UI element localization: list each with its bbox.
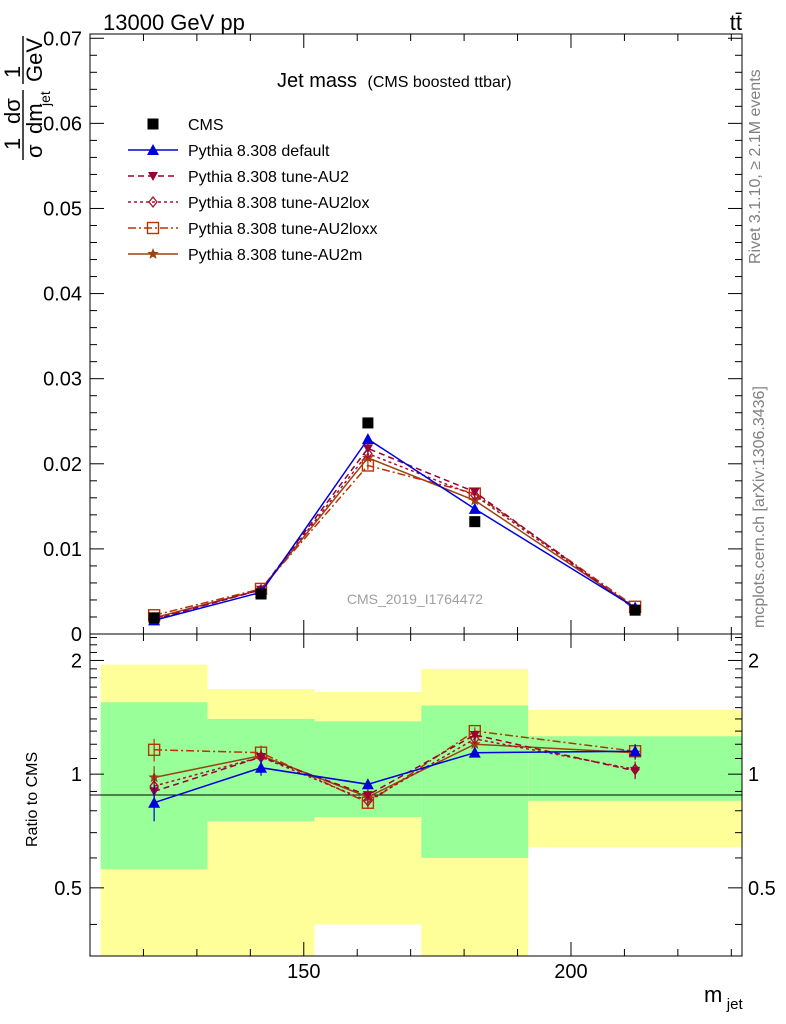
ratio-point-default — [468, 746, 481, 758]
ylabel-dm: dm — [22, 103, 47, 134]
ratio-line-au2lox — [153, 738, 636, 802]
data-point-au2 — [362, 444, 373, 454]
ratio-ytick-label-right: 2 — [748, 650, 759, 672]
legend-label-au2: Pythia 8.308 tune-AU2 — [188, 169, 349, 186]
legend-item-pythia-8-308-tune-au2lox: Pythia 8.308 tune-AU2lox — [128, 195, 369, 212]
main-ytick-label: 0.04 — [43, 284, 82, 306]
legend-label-au2m: Pythia 8.308 tune-AU2m — [188, 247, 362, 264]
ratio-ytick-label-right: 1 — [748, 764, 759, 786]
legend-item-pythia-8-308-tune-au2: Pythia 8.308 tune-AU2 — [128, 169, 349, 186]
ratio-bands — [100, 664, 742, 956]
data-point-au2loxx — [361, 459, 375, 472]
ratio-point-default — [629, 745, 642, 757]
legend-marker-au2 — [148, 172, 158, 181]
main-ytick-label: 0.01 — [43, 539, 82, 561]
ratio-ytick-label-left: 2 — [71, 650, 82, 672]
ylabel-one: 1 — [0, 138, 25, 150]
data-point-au2lox — [469, 489, 480, 502]
main-ytick-label: 0.06 — [43, 113, 82, 135]
legend: CMS Pythia 8.308 default Pythia 8.308 tune… — [128, 117, 377, 264]
ratio-ytick-label-left: 1 — [71, 764, 82, 786]
legend-marker-au2loxx — [146, 221, 160, 235]
ratio-series — [147, 724, 642, 822]
main-ytick-label: 0.02 — [43, 454, 82, 476]
chart-title: Jet mass (CMS boosted ttbar) — [277, 70, 512, 92]
ratio-xtick-label: 200 — [554, 961, 587, 983]
ylabel-dm-sub: jet — [37, 91, 53, 107]
x-axis-label: m jet — [704, 982, 743, 1013]
ylabel-one-b: 1 — [0, 66, 25, 78]
data-point-cms — [255, 588, 267, 600]
rivet-label: Rivet 3.1.10, ≥ 2.1M events — [747, 69, 764, 264]
series-line-au2 — [153, 447, 636, 621]
legend-marker-au2m — [147, 248, 159, 259]
legend-marker-default — [147, 144, 159, 155]
ylabel-dsigma: dσ — [0, 98, 25, 124]
ratio-point-default — [148, 796, 161, 808]
ratio-ytick-label-right: 0.5 — [748, 878, 776, 900]
data-point-cms — [629, 604, 641, 616]
ratio-point-default — [361, 778, 374, 790]
main-y-axis-label: 1 σ dσ dm jet 1 GeV — [0, 36, 53, 160]
x-axis-label-main: m — [704, 982, 722, 1007]
legend-label-au2loxx: Pythia 8.308 tune-AU2loxx — [188, 221, 377, 238]
legend-label-au2lox: Pythia 8.308 tune-AU2lox — [188, 195, 369, 212]
main-plot: 0 0.01 0.02 0.03 0.04 0.05 0.06 0.07 — [43, 28, 743, 646]
data-point-cms — [469, 516, 481, 528]
legend-label-cms: CMS — [188, 117, 224, 134]
ratio-point-au2 — [256, 753, 267, 763]
ratio-point-au2 — [469, 730, 480, 740]
main-ytick-label: 0.03 — [43, 369, 82, 391]
legend-item-pythia-8-308-tune-au2m: Pythia 8.308 tune-AU2m — [128, 247, 362, 264]
main-ytick-label: 0.05 — [43, 198, 82, 220]
ylabel-gev: GeV — [22, 38, 47, 82]
ratio-point-default — [255, 761, 268, 773]
ratio-point-au2 — [362, 791, 373, 801]
energy-label: 13000 GeV pp — [103, 10, 245, 35]
ratio-y-axis-label: Ratio to CMS — [24, 752, 41, 847]
data-point-cms — [148, 612, 160, 624]
ratio-point-au2lox — [363, 794, 373, 807]
data-point-default — [361, 433, 374, 445]
ratio-axis-ticks: 0.5 0.5 1 1 2 2 150 200 — [54, 634, 776, 983]
ratio-ytick-label-left: 0.5 — [54, 878, 82, 900]
main-ytick-label: 0.07 — [43, 28, 82, 50]
ylabel-sigma: σ — [22, 144, 47, 158]
main-ytick-label: 0 — [71, 624, 82, 646]
ratio-plot: 0.5 0.5 1 1 2 2 150 200 — [54, 633, 776, 983]
legend-item-pythia-8-308-default: Pythia 8.308 default — [128, 143, 330, 160]
data-point-au2 — [469, 487, 480, 497]
watermark-label: CMS_2019_I1764472 — [347, 591, 483, 607]
source-label: mcplots.cern.ch [arXiv:1306.3436] — [751, 386, 768, 628]
ratio-series-default — [148, 744, 642, 822]
main-series — [147, 417, 642, 626]
data-point-default — [468, 502, 481, 514]
ratio-plot-frame — [89, 633, 743, 957]
ratio-point-au2loxx — [147, 743, 161, 757]
chart-title-sub: (CMS boosted ttbar) — [367, 74, 511, 91]
data-point-cms — [362, 417, 374, 429]
legend-item-pythia-8-308-tune-au2loxx: Pythia 8.308 tune-AU2loxx — [128, 221, 377, 238]
ratio-xtick-label: 150 — [287, 961, 320, 983]
legend-marker-cms — [147, 118, 159, 130]
main-axis-ticks: 0 0.01 0.02 0.03 0.04 0.05 0.06 0.07 — [43, 28, 742, 646]
chart-title-main: Jet mass — [277, 70, 357, 92]
x-axis-label-sub: jet — [726, 996, 744, 1013]
process-label: tt̄ — [730, 10, 742, 35]
ratio-point-au2 — [630, 766, 641, 776]
series-cms — [148, 417, 641, 624]
legend-label-default: Pythia 8.308 default — [188, 143, 330, 160]
legend-item-cms: CMS — [147, 117, 224, 134]
legend-marker-au2lox — [148, 195, 158, 209]
